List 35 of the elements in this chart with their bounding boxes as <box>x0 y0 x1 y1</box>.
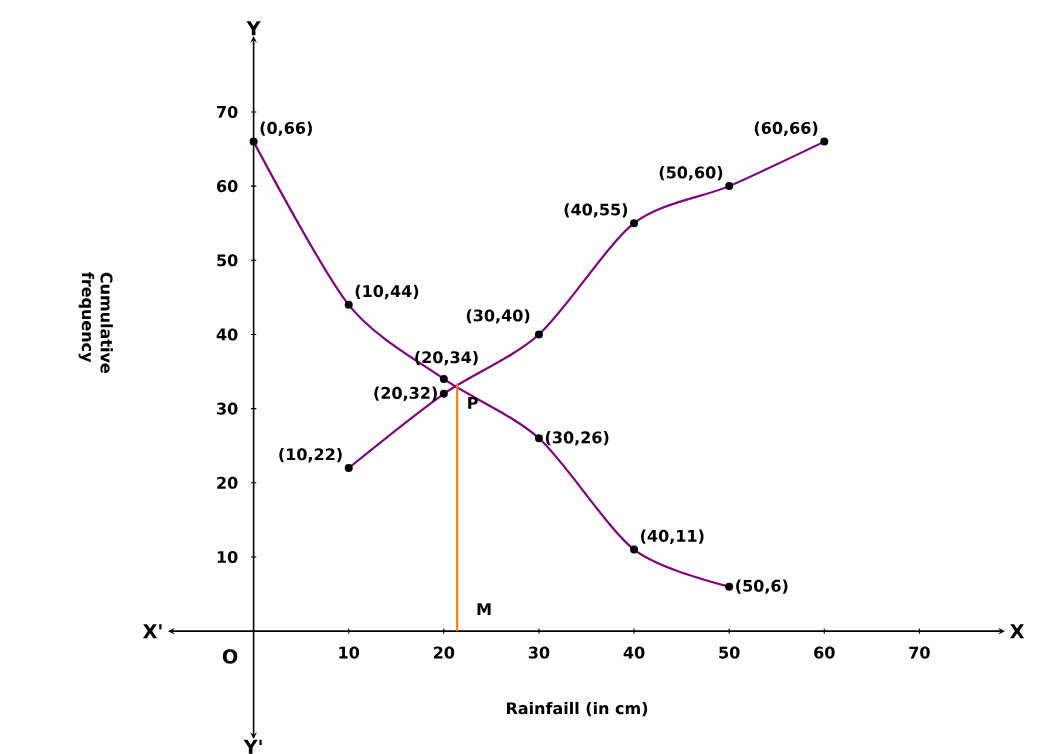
annotation: (50,60) <box>659 166 723 181</box>
y-tick-label: 30 <box>217 402 238 415</box>
text: Y' <box>243 739 262 754</box>
y-tick-label: 10 <box>217 550 238 564</box>
text: Y <box>246 21 261 36</box>
x-tick-label: 20 <box>433 646 455 659</box>
y-tick-label: 50 <box>217 254 238 267</box>
annotation: (60,66) <box>754 121 818 137</box>
y-tick-label: 60 <box>216 180 238 193</box>
annotation: (50,6) <box>736 579 788 594</box>
text: X' <box>142 624 162 639</box>
y-tick-label: 20 <box>217 476 238 489</box>
annotation: P <box>468 397 478 409</box>
annotation: O <box>222 649 238 664</box>
x-tick-label: 40 <box>623 646 645 659</box>
x-tick-label: 10 <box>339 646 360 659</box>
annotation: (0,66) <box>260 121 312 137</box>
x-tick-label: 30 <box>528 646 550 659</box>
annotation: (30,26) <box>545 431 609 446</box>
x-tick-label: 60 <box>814 646 835 659</box>
text: X <box>1010 624 1025 639</box>
annotation: (40,55) <box>564 203 628 218</box>
y-tick-label: 70 <box>217 105 238 118</box>
y-tick-label: 40 <box>216 328 238 341</box>
annotation: (40,11) <box>641 529 704 544</box>
x-axis-title: Rainfaill (in cm) <box>506 701 648 717</box>
annotation: (30,40) <box>466 309 530 324</box>
annotation: (10,44) <box>355 284 419 300</box>
annotation: (20,34) <box>415 350 478 366</box>
y-axis-title: Cumulative frequency <box>78 272 113 373</box>
x-tick-label: 50 <box>719 646 740 659</box>
annotation: (10,22) <box>279 447 342 463</box>
x-tick-label: 70 <box>909 646 930 659</box>
annotation: M <box>477 603 491 615</box>
annotation: (20,32) <box>374 386 437 402</box>
